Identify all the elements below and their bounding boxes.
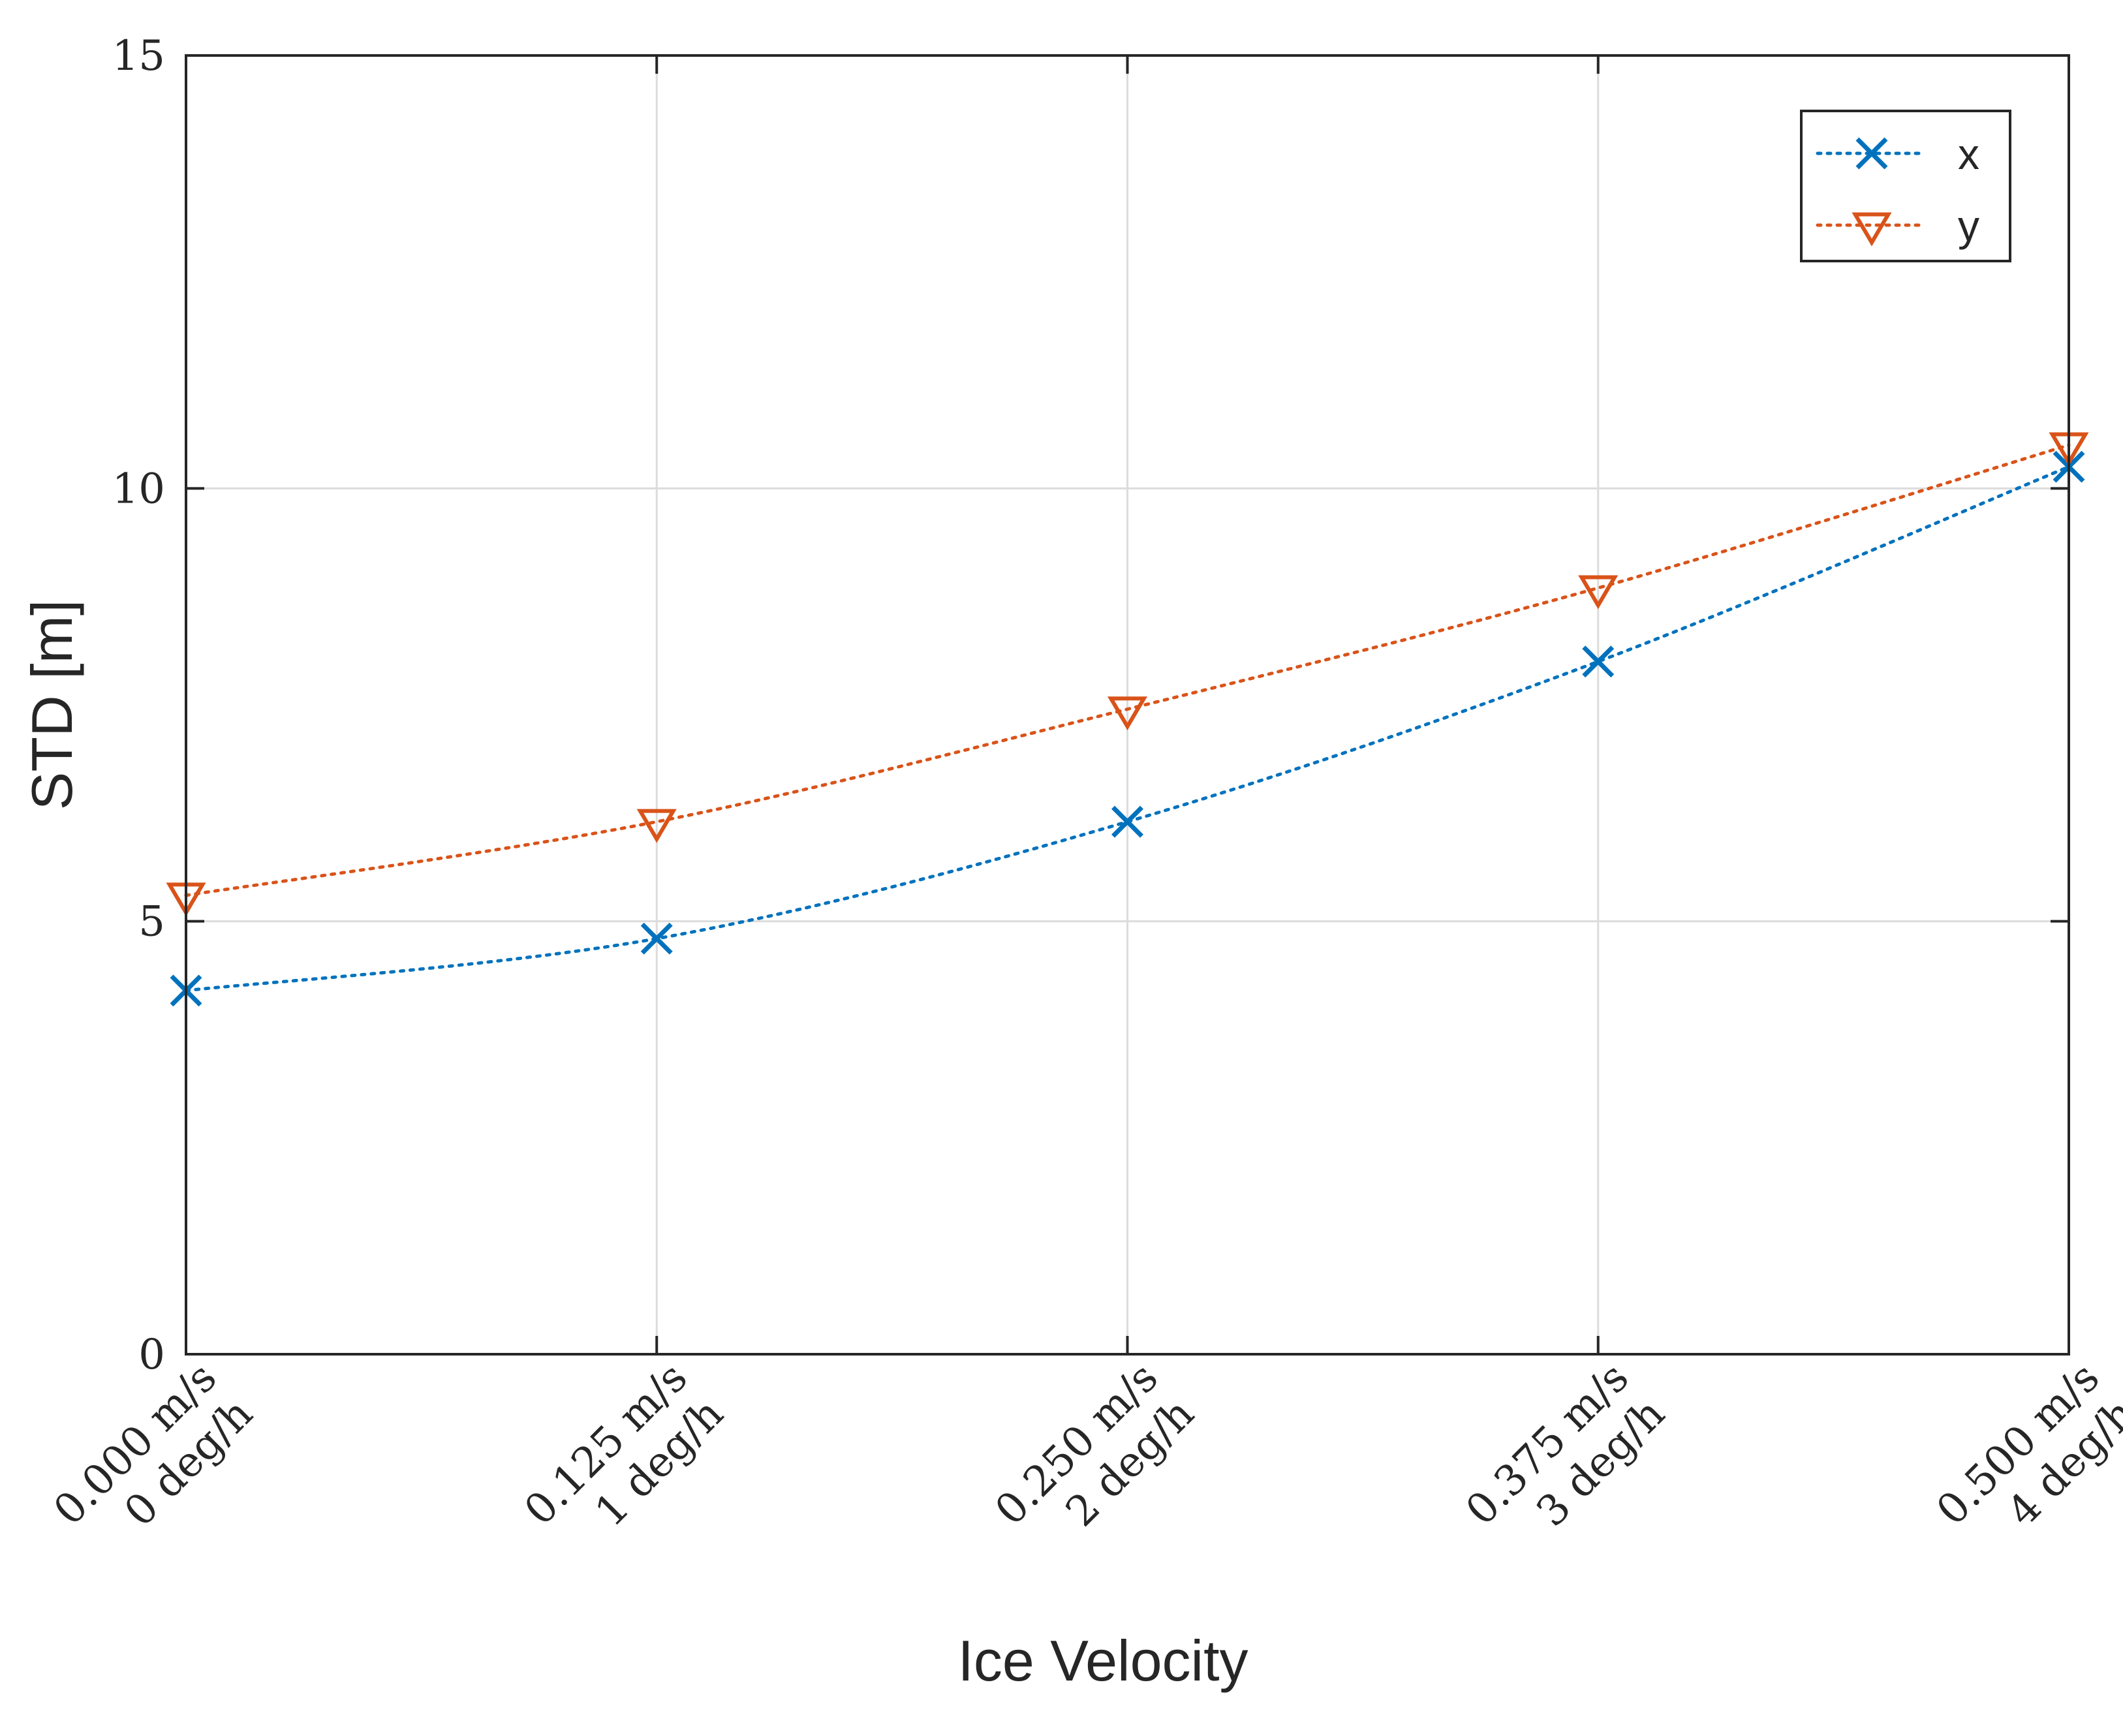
x-marker-stroke: [1855, 137, 1888, 170]
legend-label-x: x: [1958, 130, 1979, 178]
x-marker-point: [1855, 137, 1888, 170]
x-axis-label: Ice Velocity: [957, 1628, 1248, 1693]
y-tick-label: 10: [112, 465, 165, 513]
series-y: [166, 432, 2089, 917]
y-tick-label: 15: [112, 32, 165, 80]
triangle-marker-point: [636, 809, 677, 843]
series-layer: [166, 432, 2089, 1007]
y-ticks: 0 5 10 15: [112, 32, 2069, 1379]
x-marker-stroke: [1111, 805, 1143, 838]
y-axis-label: STD [m]: [20, 600, 84, 811]
legend-box: [1800, 110, 2011, 262]
legend-label-y: y: [1958, 202, 1979, 250]
x-marker-stroke: [1582, 645, 1615, 678]
series-line-y: [184, 443, 2071, 897]
legend: xy: [1800, 110, 2011, 262]
x-marker-stroke: [640, 922, 673, 955]
y-tick-label: 0: [138, 1331, 165, 1379]
y-tick-label: 5: [138, 898, 165, 946]
x-marker-point: [1111, 805, 1143, 838]
triangle-marker-point: [1852, 212, 1892, 247]
x-marker-point: [1582, 645, 1615, 678]
grid: [186, 55, 2069, 1354]
x-marker-point: [640, 922, 673, 955]
triangle-marker-point: [1578, 575, 1619, 610]
triangle-marker-point: [1107, 696, 1148, 731]
